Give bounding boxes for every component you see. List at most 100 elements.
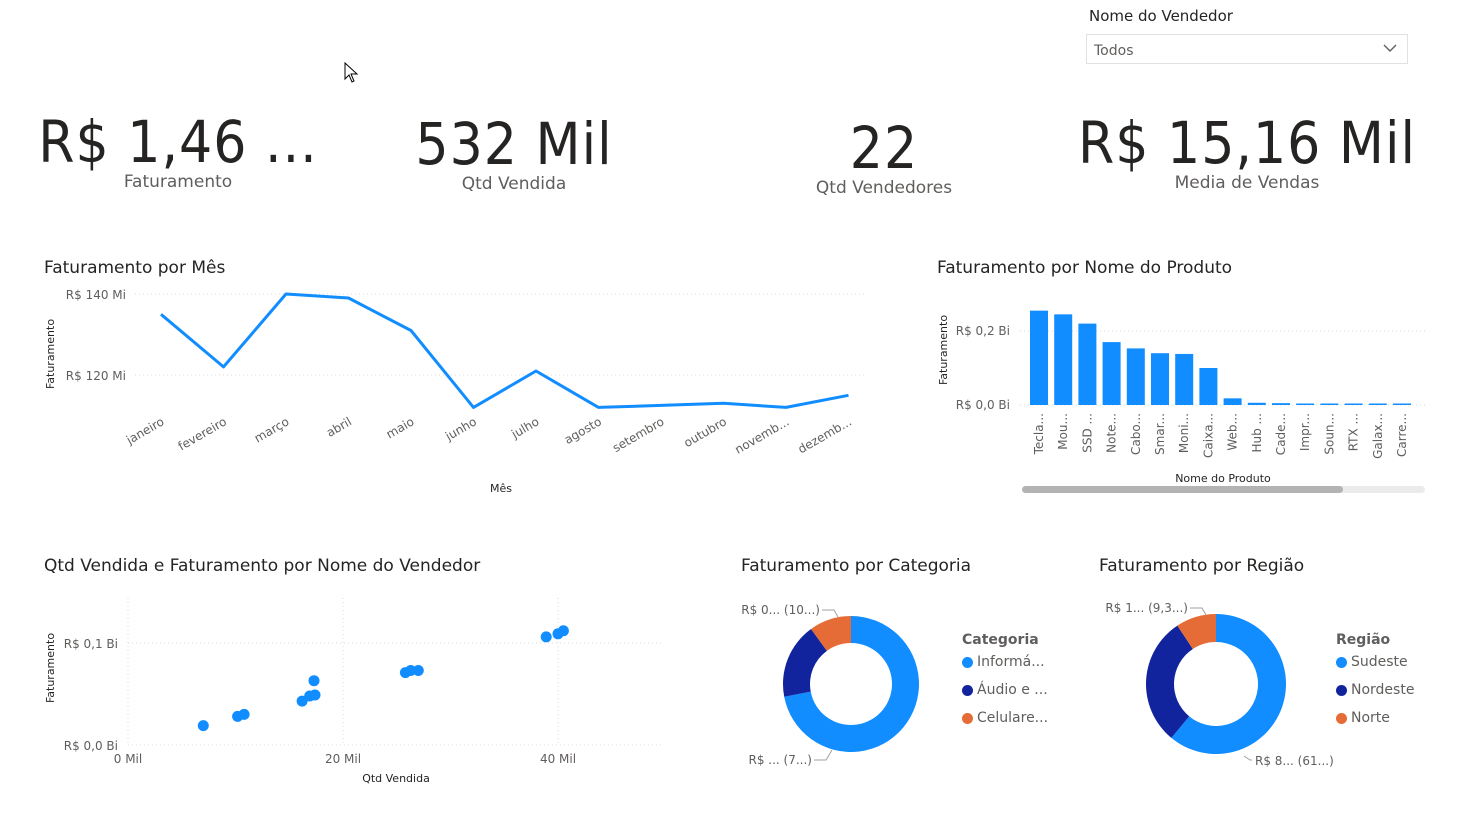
x-tick-label: 20 Mil — [325, 752, 361, 766]
x-tick-label: Mou... — [1056, 413, 1070, 450]
legend-item[interactable]: Áudio e ... — [962, 682, 1048, 698]
bar[interactable] — [1320, 403, 1339, 406]
kpi-value: R$ 15,16 Mil — [1078, 109, 1416, 177]
data-label: R$ ... (7...) — [749, 753, 813, 767]
y-tick-label: R$ 0,2 Bi — [956, 324, 1010, 338]
x-tick-label: Impr... — [1298, 413, 1312, 451]
x-tick-label: fevereiro — [176, 414, 229, 453]
kpi-label: Faturamento — [123, 172, 233, 192]
x-tick-label: julho — [508, 414, 541, 441]
x-tick-label: Soun... — [1322, 413, 1336, 455]
scatter-point[interactable] — [197, 720, 209, 732]
donut-slice[interactable] — [1146, 625, 1193, 738]
legend-title: Categoria — [962, 632, 1039, 648]
bar[interactable] — [1223, 398, 1242, 405]
legend-label: Norte — [1351, 710, 1390, 726]
x-tick-label: RTX ... — [1347, 413, 1361, 451]
x-tick-label: Hub ... — [1250, 413, 1264, 453]
x-tick-label: Caixa... — [1201, 413, 1215, 458]
legend-label: Informá... — [977, 654, 1045, 670]
vendor-dropdown[interactable]: Todos — [1086, 34, 1408, 64]
legend-dot — [962, 712, 973, 724]
x-tick-label: Carre... — [1395, 413, 1409, 457]
donut-slice[interactable] — [1177, 614, 1216, 649]
kpi-card-faturamento: R$ 1,46 ... Faturamento — [28, 108, 328, 192]
kpi-card-media-vendas: R$ 15,16 Mil Media de Vendas — [1067, 109, 1427, 193]
legend-item[interactable]: Sudeste — [1336, 654, 1414, 670]
donut-slice[interactable] — [811, 616, 851, 651]
bar[interactable] — [1078, 323, 1097, 405]
kpi-card-qtd-vendedores: 22 Qtd Vendedores — [734, 114, 1034, 198]
bar[interactable] — [1393, 403, 1411, 406]
leader-line — [1190, 607, 1207, 616]
leader-line — [1243, 755, 1252, 761]
legend-item[interactable]: Nordeste — [1336, 682, 1414, 698]
bar[interactable] — [1126, 348, 1145, 405]
line-chart[interactable]: R$ 140 Mi R$ 120 Mi Faturamento Mês jane… — [40, 282, 870, 497]
scatter-point[interactable] — [557, 625, 569, 637]
kpi-label: Qtd Vendida — [461, 174, 567, 194]
bar[interactable] — [1102, 342, 1121, 405]
x-tick-label: Web... — [1226, 413, 1240, 451]
legend-item[interactable]: Informá... — [962, 654, 1048, 670]
scatter-point[interactable] — [308, 675, 320, 687]
scatter-point[interactable] — [405, 665, 417, 676]
legend-title: Região — [1336, 632, 1391, 648]
bar[interactable] — [1247, 402, 1266, 405]
donut-chart-categoria[interactable]: R$ 0... (10...) R$ ... (7...) — [740, 590, 950, 780]
legend-dot — [962, 656, 973, 668]
legend-dot — [1336, 656, 1347, 668]
x-tick-label: Smar... — [1153, 413, 1167, 455]
data-label: R$ 0... (10...) — [741, 603, 820, 617]
mouse-cursor-icon — [344, 62, 359, 83]
kpi-card-qtd-vendida: 532 Mil Qtd Vendida — [364, 110, 664, 194]
legend-item[interactable]: Celulare... — [962, 710, 1048, 726]
bar[interactable] — [1368, 403, 1387, 406]
scatter-point[interactable] — [540, 631, 552, 643]
x-tick-label: Galax... — [1371, 413, 1385, 459]
donut-slice[interactable] — [783, 628, 827, 697]
x-tick-label: outubro — [681, 414, 729, 450]
bar-chart[interactable]: R$ 0,2 Bi R$ 0,0 Bi Faturamento Nome do … — [932, 290, 1432, 495]
x-tick-label: Tecla... — [1032, 413, 1046, 455]
bar[interactable] — [1175, 353, 1194, 405]
series-line[interactable] — [160, 292, 849, 409]
scatter-chart[interactable]: R$ 0,1 Bi R$ 0,0 Bi 0 Mil 20 Mil 40 Mil … — [40, 590, 670, 790]
kpi-label: Qtd Vendedores — [815, 178, 953, 198]
bar[interactable] — [1030, 310, 1048, 405]
legend-label: Sudeste — [1351, 654, 1408, 670]
bar[interactable] — [1054, 314, 1073, 405]
x-tick-label: Moni... — [1177, 413, 1191, 453]
scatter-point[interactable] — [309, 689, 321, 701]
kpi-value: R$ 1,46 ... — [38, 108, 318, 176]
scatter-point[interactable] — [412, 665, 424, 676]
legend-dot — [1336, 712, 1347, 724]
leader-line — [814, 749, 833, 761]
bar[interactable] — [1272, 403, 1290, 405]
x-axis-label: Qtd Vendida — [362, 772, 430, 785]
donut-slice[interactable] — [1171, 614, 1286, 754]
x-tick-label: 0 Mil — [114, 752, 142, 766]
scatter-point[interactable] — [238, 708, 250, 720]
donut-chart-regiao[interactable]: R$ 1... (9,3...) R$ 8... (61...) — [1098, 590, 1338, 780]
bar[interactable] — [1344, 403, 1363, 406]
donut-slice[interactable] — [784, 616, 919, 752]
x-tick-label: setembro — [610, 414, 666, 455]
bar[interactable] — [1296, 403, 1315, 406]
x-tick-label: novemb... — [732, 414, 791, 456]
bar[interactable] — [1151, 353, 1169, 405]
x-axis-label: Mês — [490, 482, 512, 495]
x-tick-label: Cade... — [1274, 413, 1288, 455]
y-tick-label: R$ 140 Mi — [66, 288, 126, 302]
vendor-dropdown-value: Todos — [1094, 43, 1134, 59]
slicer-title: Nome do Vendedor — [1089, 7, 1233, 25]
bar[interactable] — [1199, 368, 1218, 405]
legend-label: Nordeste — [1351, 682, 1415, 698]
x-tick-label: Cabo... — [1129, 413, 1143, 455]
kpi-label: Media de Vendas — [1174, 173, 1320, 193]
x-tick-label: março — [252, 414, 292, 445]
scrollbar-thumb[interactable] — [1022, 486, 1343, 493]
legend-item[interactable]: Norte — [1336, 710, 1414, 726]
x-tick-label: abril — [324, 414, 354, 439]
legend-dot — [1336, 684, 1347, 696]
